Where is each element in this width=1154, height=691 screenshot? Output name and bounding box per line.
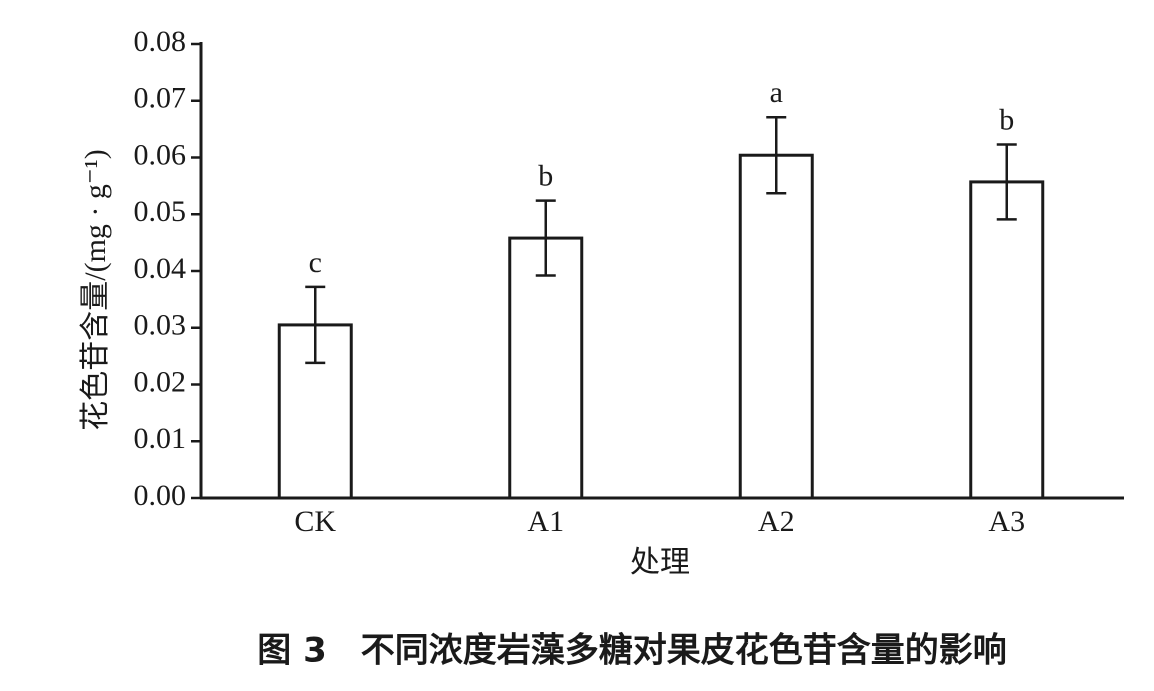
y-tick-label: 0.02 <box>134 365 187 398</box>
x-tick-label: A2 <box>758 505 795 538</box>
significance-letter: c <box>309 246 322 279</box>
significance-letter: a <box>770 76 783 109</box>
significance-letter: b <box>538 160 553 193</box>
y-tick-label: 0.05 <box>134 195 187 228</box>
y-axis-label: 花色苷含量/(mg · g⁻¹) <box>79 149 112 430</box>
y-tick-label: 0.00 <box>134 479 187 512</box>
caption: 图 3 不同浓度岩藻多糖对果皮花色苷含量的影响 <box>257 631 1007 671</box>
x-tick-label: CK <box>294 505 336 538</box>
x-tick-label: A1 <box>527 505 564 538</box>
y-tick-label: 0.04 <box>134 252 187 285</box>
y-tick-label: 0.03 <box>134 309 187 342</box>
bar <box>508 236 584 500</box>
y-tick-label: 0.01 <box>134 422 187 455</box>
bar <box>969 180 1045 500</box>
y-tick-label: 0.08 <box>134 25 187 58</box>
y-tick-label: 0.07 <box>134 82 187 115</box>
x-axis-label: 处理 <box>630 546 690 579</box>
y-tick-label: 0.06 <box>134 138 187 171</box>
significance-letter: b <box>999 103 1014 136</box>
bar <box>738 153 814 500</box>
x-tick-label: A3 <box>988 505 1025 538</box>
